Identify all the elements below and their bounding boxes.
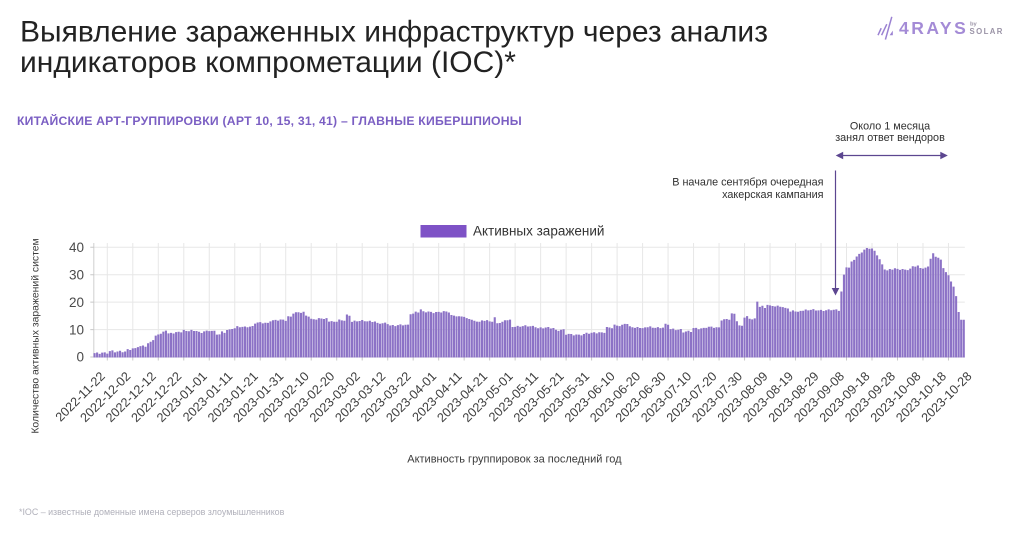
- svg-text:10: 10: [69, 322, 84, 337]
- svg-text:Около 1 месяца: Около 1 месяца: [850, 121, 930, 133]
- svg-text:*IOC – известные доменные имен: *IOC – известные доменные имена серверов…: [19, 507, 285, 517]
- svg-text:by: by: [970, 21, 978, 27]
- svg-text:Активность группировок за посл: Активность группировок за последний год: [407, 454, 622, 466]
- svg-text:SOLAR: SOLAR: [970, 27, 1004, 36]
- svg-text:4RAYS: 4RAYS: [899, 18, 968, 38]
- svg-text:занял ответ вендоров: занял ответ вендоров: [835, 132, 945, 144]
- svg-text:Активных заражений: Активных заражений: [473, 224, 604, 239]
- svg-text:40: 40: [69, 240, 84, 255]
- svg-text:хакерская кампания: хакерская кампания: [722, 189, 824, 201]
- svg-text:30: 30: [69, 267, 84, 282]
- svg-text:КИТАЙСКИЕ АРТ-ГРУППИРОВКИ (APT: КИТАЙСКИЕ АРТ-ГРУППИРОВКИ (APT 10, 15, 3…: [17, 113, 522, 128]
- svg-text:0: 0: [76, 350, 84, 365]
- svg-text:20: 20: [69, 295, 84, 310]
- svg-text:Количество активных заражений: Количество активных заражений систем: [31, 238, 42, 433]
- svg-text:Выявление зараженных инфрастру: Выявление зараженных инфраструктур через…: [20, 16, 768, 49]
- svg-text:индикаторов компрометации (IOC: индикаторов компрометации (IOC)*: [20, 46, 516, 79]
- svg-text:В начале сентября очередная: В начале сентября очередная: [672, 177, 823, 189]
